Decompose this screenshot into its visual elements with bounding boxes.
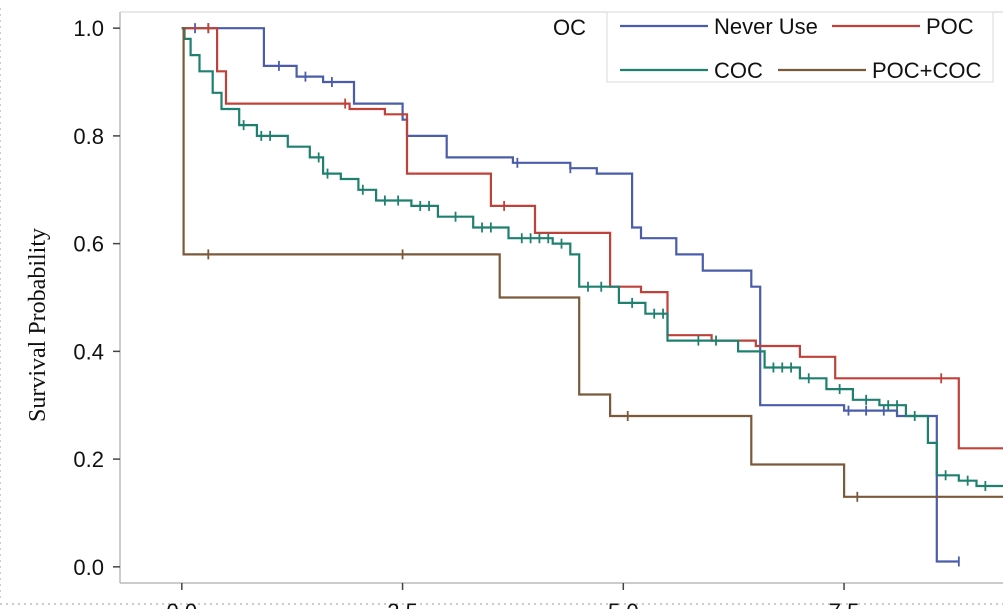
y-tick-label: 0.2 [73, 447, 104, 472]
series-poc-coc [181, 27, 1003, 502]
y-tick-label: 0.0 [73, 555, 104, 580]
series-line-poc [181, 27, 1003, 450]
y-tick-label: 1.0 [73, 16, 104, 41]
axes: 0.0 0.2 0.4 0.6 0.8 1.0 0.0 2.5 5.0 7.5 [73, 16, 859, 609]
legend-label-never-use: Never Use [714, 14, 818, 39]
x-tick-label: 5.0 [608, 599, 639, 609]
legend-label-poc: POC [926, 14, 974, 39]
y-tick-label: 0.6 [73, 232, 104, 257]
y-tick-label: 0.4 [73, 339, 104, 364]
x-tick-label: 0.0 [167, 599, 198, 609]
x-tick-label: 7.5 [829, 599, 860, 609]
series-coc [181, 27, 1003, 492]
series-line-poc-coc [181, 27, 1003, 498]
series-line-never-use [181, 27, 959, 563]
series-poc [181, 23, 1003, 450]
y-axis-title: Survival Probability [25, 228, 51, 422]
series-never-use [181, 23, 960, 567]
legend-title: OC [553, 15, 586, 40]
legend-label-coc: COC [714, 58, 763, 83]
legend: OC Never Use POC COC POC+COC [553, 11, 994, 83]
y-tick-label: 0.8 [73, 124, 104, 149]
plot-frame [0, 8, 1003, 605]
legend-label-poc-coc: POC+COC [872, 58, 982, 83]
series-group [181, 23, 1003, 567]
x-tick-label: 2.5 [387, 599, 418, 609]
series-line-coc [181, 27, 1003, 488]
